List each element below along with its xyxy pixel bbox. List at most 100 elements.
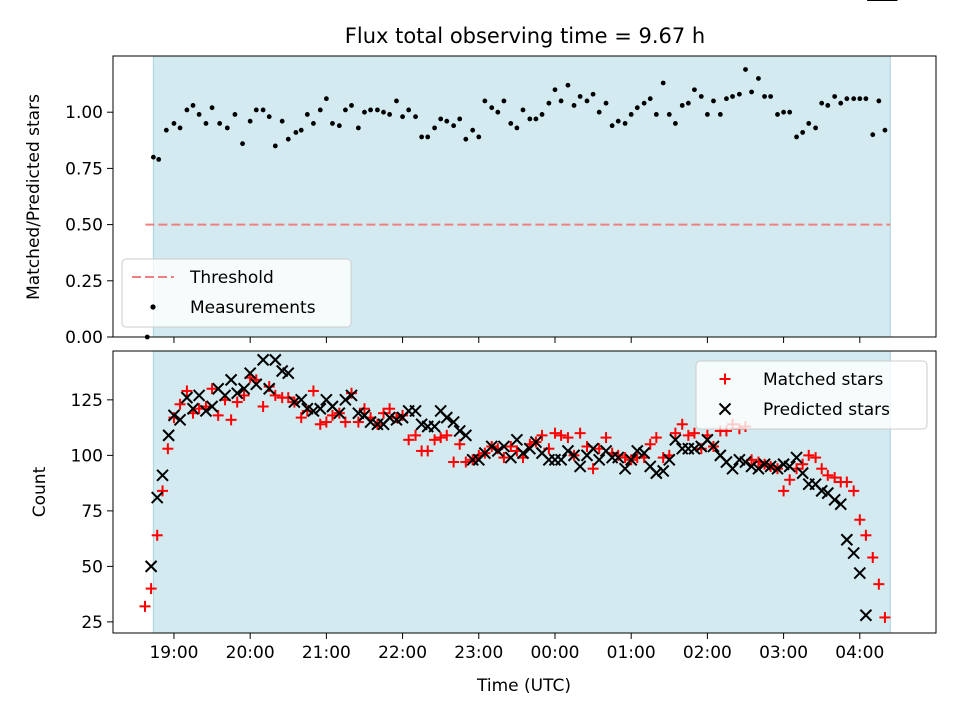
predicted-point-b bbox=[720, 455, 733, 469]
top-y-axis-label: Matched/Predicted stars bbox=[24, 94, 44, 300]
measurement-point bbox=[419, 134, 425, 140]
predicted-point bbox=[497, 440, 511, 453]
predicted-point bbox=[295, 393, 308, 407]
measurement-point bbox=[489, 105, 495, 111]
matched-point bbox=[307, 385, 319, 397]
predicted-point-b bbox=[618, 462, 632, 475]
predicted-point-b bbox=[840, 533, 854, 546]
bottom-y-tick-label: 50 bbox=[81, 557, 103, 577]
measurement-point bbox=[463, 136, 469, 142]
bottom-x-tick-label: 03:00 bbox=[759, 643, 808, 663]
measurement-point bbox=[851, 96, 857, 102]
measurement-point bbox=[184, 107, 190, 113]
measurement-point bbox=[272, 143, 278, 149]
top-y-tick-label: 0.25 bbox=[65, 272, 103, 292]
matched-point bbox=[841, 476, 853, 488]
measurement-point bbox=[355, 125, 361, 131]
matched-point bbox=[498, 452, 510, 464]
measurement-point bbox=[476, 134, 482, 140]
matched-point bbox=[397, 409, 409, 421]
measurement-point bbox=[190, 103, 196, 108]
predicted-point-b bbox=[739, 455, 752, 469]
predicted-point-b bbox=[409, 404, 422, 418]
measurement-point bbox=[749, 89, 754, 95]
matched-point bbox=[695, 443, 707, 455]
bottom-x-tick-label: 23:00 bbox=[454, 643, 503, 663]
predicted-point bbox=[237, 382, 251, 395]
matched-point bbox=[848, 485, 860, 497]
measurement-point bbox=[844, 96, 850, 102]
predicted-point-b bbox=[561, 444, 575, 458]
predicted-point bbox=[383, 411, 396, 424]
predicted-point-b bbox=[485, 440, 498, 453]
legend-predicted-label: Predicted stars bbox=[763, 400, 890, 420]
predicted-point-b bbox=[701, 433, 714, 447]
matched-point bbox=[145, 583, 157, 595]
predicted-point bbox=[150, 491, 164, 504]
matched-point bbox=[797, 458, 809, 470]
predicted-point-b bbox=[853, 566, 867, 580]
predicted-point bbox=[663, 453, 676, 467]
measurement-point bbox=[217, 121, 223, 126]
top-legend: Threshold Measurements bbox=[121, 258, 352, 328]
matched-point bbox=[339, 416, 351, 428]
predicted-point bbox=[592, 453, 606, 467]
predicted-point bbox=[485, 440, 498, 453]
predicted-point bbox=[453, 424, 466, 438]
predicted-point bbox=[612, 451, 625, 464]
predicted-point-b bbox=[211, 382, 225, 395]
matched-point bbox=[403, 434, 415, 446]
measurement-point bbox=[171, 121, 177, 126]
predicted-point bbox=[745, 460, 758, 473]
matched-point bbox=[650, 432, 662, 444]
predicted-point-b bbox=[504, 451, 517, 464]
predicted-point-b bbox=[192, 389, 206, 402]
bottom-panel: 25 50 75 100 125 19:00 20:00 21:00 22:00 23:00 00… bbox=[30, 0, 937, 696]
predicted-point-b bbox=[186, 402, 200, 415]
predicted-point-b bbox=[263, 382, 276, 395]
measurement-point bbox=[330, 121, 335, 126]
predicted-point bbox=[339, 393, 352, 407]
predicted-point bbox=[307, 404, 320, 418]
measurement-point bbox=[425, 134, 431, 140]
matched-point bbox=[816, 463, 828, 475]
predicted-point-b bbox=[352, 406, 365, 420]
bottom-y-tick-label: 125 bbox=[71, 391, 103, 411]
predicted-point bbox=[314, 402, 327, 415]
measurement-point bbox=[666, 112, 672, 117]
predicted-point-b bbox=[790, 451, 803, 464]
predicted-point-b bbox=[834, 498, 847, 511]
measurement-point bbox=[156, 157, 162, 162]
predicted-point-b bbox=[415, 418, 428, 431]
predicted-point-b bbox=[624, 453, 638, 467]
bottom-x-tick-label: 01:00 bbox=[607, 643, 656, 663]
predicted-point bbox=[764, 460, 777, 473]
measurement-point bbox=[224, 125, 230, 131]
measurement-point bbox=[590, 91, 596, 97]
matched-point bbox=[157, 485, 169, 497]
predicted-point-b bbox=[809, 478, 822, 491]
measurement-point bbox=[432, 125, 437, 131]
predicted-point-b bbox=[256, 353, 270, 367]
measurement-point bbox=[711, 98, 716, 104]
predicted-point-b bbox=[314, 402, 327, 415]
predicted-point bbox=[243, 366, 257, 380]
predicted-point bbox=[561, 444, 575, 458]
predicted-point-b bbox=[231, 386, 244, 400]
measurement-point bbox=[349, 103, 354, 108]
measurement-point bbox=[565, 82, 571, 88]
measurement-point bbox=[232, 112, 238, 117]
measurement-point bbox=[717, 112, 723, 117]
predicted-point-b bbox=[218, 389, 232, 402]
predicted-point-b bbox=[752, 462, 765, 475]
matched-point bbox=[422, 445, 434, 457]
matched-point bbox=[860, 529, 872, 541]
measurement-point bbox=[527, 116, 533, 122]
predicted-point bbox=[192, 389, 206, 402]
matched-point bbox=[358, 403, 370, 415]
measurement-point bbox=[768, 94, 774, 99]
measurement-point bbox=[577, 94, 583, 99]
measurement-point bbox=[647, 96, 653, 102]
predicted-point bbox=[459, 429, 473, 442]
predicted-point bbox=[656, 464, 670, 478]
